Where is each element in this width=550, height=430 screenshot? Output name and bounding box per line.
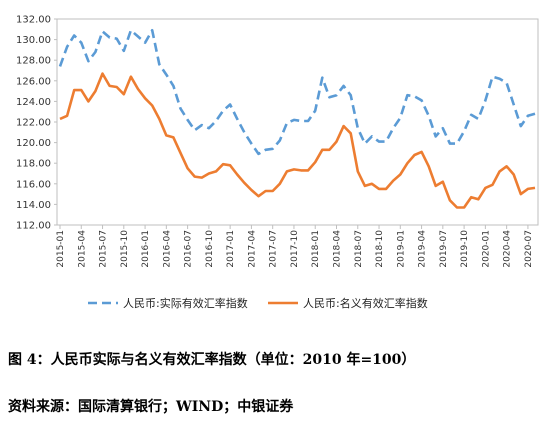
y-tick-label: 128.00 bbox=[16, 56, 51, 67]
x-tick-label: 2018-04 bbox=[332, 230, 342, 268]
line-chart: 112.00 114.00 116.00 118.00 120.00 122.00 124.… bbox=[16, 15, 539, 310]
x-tick-label: 2020-07 bbox=[524, 230, 534, 268]
x-tick-label: 2019-07 bbox=[439, 230, 449, 268]
series-line-nominal-neer bbox=[59, 72, 536, 209]
x-tick-label: 2015-07 bbox=[99, 230, 109, 268]
y-tick-label: 116.00 bbox=[16, 179, 51, 190]
series-line-real-reer bbox=[58, 28, 536, 156]
source-caption: 资料来源：国际清算银行；WIND；中银证券 bbox=[8, 399, 294, 415]
y-tick-label: 130.00 bbox=[16, 35, 51, 46]
y-tick-label: 112.00 bbox=[16, 221, 51, 232]
y-tick-label: 122.00 bbox=[16, 118, 51, 129]
x-tick-label: 2017-01 bbox=[226, 230, 236, 268]
y-tick-label: 126.00 bbox=[16, 76, 51, 87]
x-tick-label: 2020-01 bbox=[481, 230, 491, 268]
y-tick-label: 118.00 bbox=[16, 159, 51, 170]
y-tick-label: 120.00 bbox=[16, 138, 51, 149]
legend-label-nominal: 人民币:名义有效汇率指数 bbox=[303, 296, 428, 310]
figure-caption: 图 4：人民币实际与名义有效汇率指数（单位：2010 年=100） bbox=[8, 352, 416, 368]
y-tick-label: 132.00 bbox=[16, 15, 51, 26]
x-tick-label: 2017-07 bbox=[269, 230, 279, 268]
x-tick-label: 2019-10 bbox=[460, 230, 470, 268]
x-tick-label: 2015-04 bbox=[77, 230, 87, 268]
x-tick-label: 2019-04 bbox=[418, 230, 428, 268]
plot-frame bbox=[56, 18, 539, 226]
chart-area: 112.00 114.00 116.00 118.00 120.00 122.00 124.… bbox=[16, 15, 539, 310]
x-tick-label: 2018-07 bbox=[354, 230, 364, 268]
x-tick-label: 2015-10 bbox=[120, 230, 130, 268]
x-tick-label: 2017-04 bbox=[247, 230, 257, 268]
x-tick-label: 2016-07 bbox=[184, 230, 194, 268]
y-tick-label: 114.00 bbox=[16, 200, 51, 211]
x-tick-label: 2018-10 bbox=[375, 230, 385, 268]
legend-label-real: 人民币:实际有效汇率指数 bbox=[123, 296, 248, 310]
x-tick-label: 2020-04 bbox=[503, 230, 513, 268]
x-tick-label: 2018-01 bbox=[311, 230, 321, 268]
y-tick-label: 124.00 bbox=[16, 97, 51, 108]
x-tick-label: 2019-01 bbox=[396, 230, 406, 268]
x-tick-label: 2015-01 bbox=[56, 230, 66, 268]
x-tick-label: 2017-10 bbox=[290, 230, 300, 268]
x-tick-label: 2016-10 bbox=[205, 230, 215, 268]
x-tick-label: 2016-04 bbox=[162, 230, 172, 268]
x-tick-label: 2016-01 bbox=[141, 230, 151, 268]
